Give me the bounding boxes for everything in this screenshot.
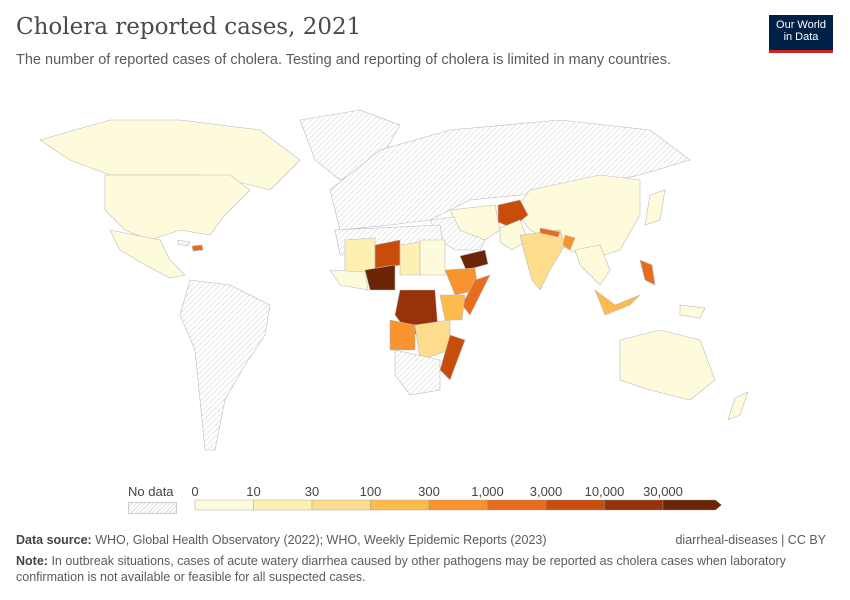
- region-nigeria: [364, 264, 396, 291]
- region-china: [514, 174, 641, 261]
- region-mexico-central: [109, 229, 186, 279]
- source-label: Data source:: [16, 533, 92, 547]
- legend-tick-label: 3,000: [529, 484, 563, 499]
- region-bangladesh: [562, 234, 576, 251]
- region-chad: [399, 241, 421, 276]
- legend-tick-label: 30,000: [643, 484, 683, 499]
- legend-bin-8[interactable]: [662, 499, 722, 511]
- chart-title: Cholera reported cases, 2021: [16, 14, 362, 40]
- region-pakistan: [499, 219, 529, 251]
- logo-line1: Our World: [776, 19, 826, 31]
- legend-bin-7[interactable]: [604, 499, 664, 511]
- region-caribbean: [177, 239, 191, 247]
- legend-bin-2[interactable]: [311, 499, 371, 511]
- owid-logo[interactable]: Our World in Data: [769, 15, 833, 53]
- slug-license[interactable]: diarrheal-diseases | CC BY: [675, 533, 826, 547]
- source-text: WHO, Global Health Observatory (2022); W…: [95, 533, 547, 547]
- region-somalia: [461, 274, 491, 316]
- region-nepal: [539, 227, 561, 238]
- legend-bin-4[interactable]: [428, 499, 488, 511]
- legend-bin-1[interactable]: [253, 499, 313, 511]
- legend-bin-3[interactable]: [370, 499, 430, 511]
- region-se-asia: [574, 244, 611, 286]
- region-png: [679, 304, 706, 319]
- legend-bin-0[interactable]: [194, 499, 254, 511]
- legend-no-data-label: No data: [128, 484, 174, 499]
- data-source: Data source: WHO, Global Health Observat…: [16, 533, 547, 547]
- legend-no-data-swatch: [128, 502, 177, 514]
- region-canada-alaska: [39, 119, 301, 191]
- region-usa: [104, 174, 251, 241]
- region-philippines: [639, 259, 656, 286]
- legend-tick-label: 10: [246, 484, 261, 499]
- region-new-zealand: [727, 391, 749, 421]
- region-south-america: [179, 279, 271, 451]
- legend-tick-label: 0: [191, 484, 199, 499]
- legend-bar: [194, 499, 722, 511]
- region-niger: [374, 239, 401, 271]
- region-indonesia: [594, 289, 641, 316]
- legend-tick-label: 300: [418, 484, 440, 499]
- legend-tick-label: 10,000: [584, 484, 625, 499]
- region-australia: [619, 329, 716, 401]
- region-yemen: [459, 249, 489, 271]
- region-south-korea-japan: [644, 189, 666, 226]
- legend-tick-label: 1,000: [471, 484, 504, 499]
- region-haiti: [191, 244, 204, 252]
- legend-tick-label: 30: [304, 484, 320, 499]
- region-india: [519, 229, 566, 291]
- region-kenya: [439, 294, 466, 321]
- region-sudan: [419, 239, 446, 276]
- logo-line2: in Data: [783, 31, 819, 43]
- legend-bin-6[interactable]: [545, 499, 605, 511]
- legend-tick-label: 100: [359, 484, 382, 499]
- region-mozambique: [439, 334, 466, 381]
- note-label: Note:: [16, 554, 48, 568]
- region-west-coast: [329, 269, 369, 291]
- region-angola: [389, 319, 416, 351]
- region-southern-africa: [394, 349, 441, 396]
- chart-subtitle: The number of reported cases of cholera.…: [16, 52, 671, 68]
- legend-bin-5[interactable]: [487, 499, 547, 511]
- note-text: In outbreak situations, cases of acute w…: [16, 554, 786, 584]
- region-iran-iraq: [449, 204, 501, 241]
- world-map[interactable]: [0, 80, 850, 480]
- note: Note: In outbreak situations, cases of a…: [16, 553, 816, 585]
